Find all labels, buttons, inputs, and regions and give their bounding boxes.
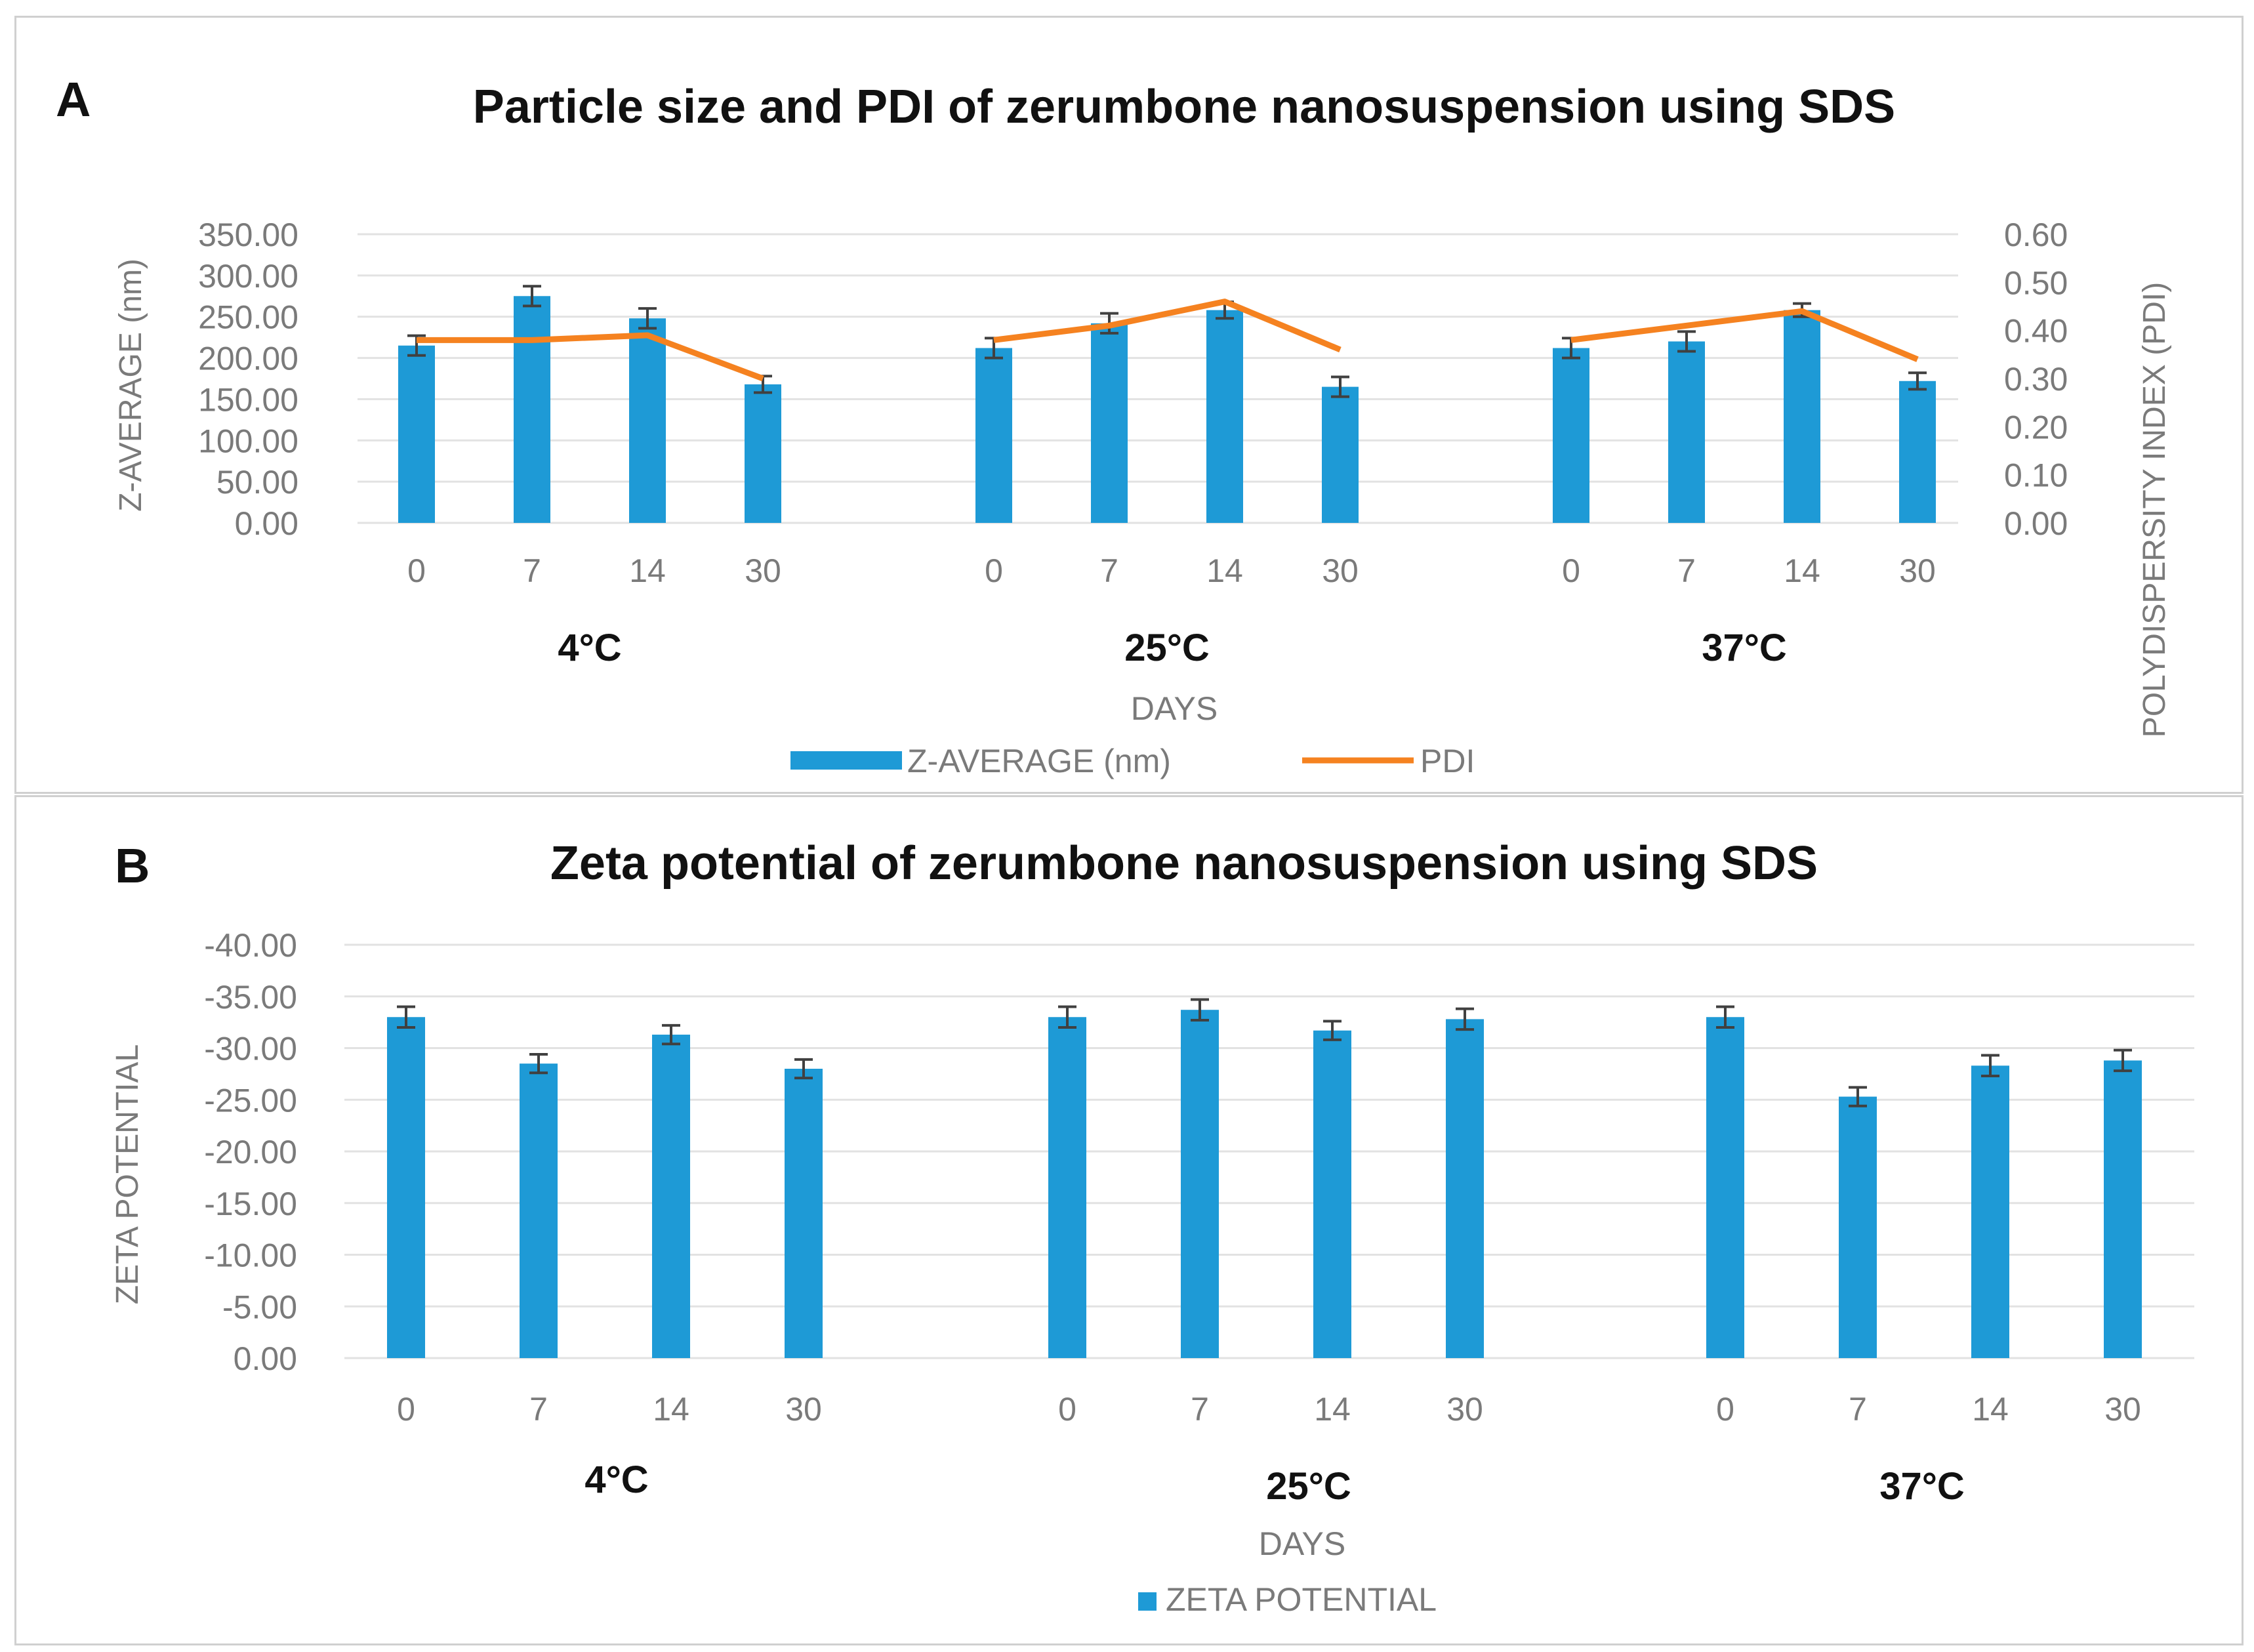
x-axis-title: DAYS [1131,690,1218,727]
x-tick-label: 0 [1716,1391,1734,1428]
y-tick-label: 0.00 [234,1340,297,1377]
z-average-bar [975,348,1012,523]
zeta-potential-bar [1706,1017,1744,1358]
x-tick-label: 30 [1899,552,1936,589]
y-tick-label: -35.00 [204,979,297,1016]
y2-tick-label: 0.40 [2004,313,2068,350]
x-tick-label: 0 [407,552,426,589]
z-average-bar [1784,310,1820,523]
x-tick-label: 14 [1314,1391,1351,1428]
y2-axis-title: POLYDISPERSITY INDEX (PDI) [2137,282,2172,737]
z-average-bar [1668,341,1705,523]
x-tick-label: 7 [1100,552,1118,589]
z-average-bar [514,296,550,523]
legend-swatch-zeta-potential [1138,1592,1157,1611]
y-tick-label: 200.00 [198,341,298,377]
pdi-line [1570,308,1919,362]
y-tick-label: 100.00 [198,423,298,459]
temperature-group-label: 37°C [1702,627,1787,669]
z-average-bar [1091,323,1128,523]
z-average-bar [1206,310,1243,523]
chart-panel-b: B Zeta potential of zerumbone nanosuspens… [14,795,2244,1645]
zeta-potential-bar [652,1035,690,1358]
y2-tick-label: 0.60 [2004,217,2068,253]
zeta-potential-bar [1971,1065,2009,1358]
y-tick-label: 300.00 [198,258,298,295]
x-tick-label: 7 [1849,1391,1867,1428]
zeta-potential-chart: B Zeta potential of zerumbone nanosuspens… [110,837,2194,1618]
zeta-potential-bar [1048,1017,1086,1358]
x-tick-label: 0 [1058,1391,1076,1428]
x-tick-label: 7 [529,1391,548,1428]
y2-tick-label: 0.00 [2004,505,2068,542]
zeta-potential-bar [1313,1030,1351,1358]
y-axis-title: ZETA POTENTIAL [110,1044,145,1305]
y2-tick-label: 0.50 [2004,264,2068,301]
temperature-group-label: 25°C [1266,1465,1351,1508]
y-tick-label: 50.00 [216,464,298,501]
x-tick-label: 30 [1322,552,1359,589]
x-tick-label: 30 [2104,1391,2141,1428]
y-tick-label: -10.00 [204,1237,297,1274]
temperature-group-label: 37°C [1879,1465,1965,1508]
panel-label: A [56,72,91,127]
z-average-bar [1322,386,1359,523]
pdi-line [993,299,1342,353]
legend-label: ZETA POTENTIAL [1166,1581,1437,1618]
z-average-bar [629,318,666,523]
chart-title: Zeta potential of zerumbone nanosuspensi… [550,837,1818,890]
z-average-bar [1553,348,1589,523]
y-tick-label: -5.00 [222,1289,297,1325]
particle-size-pdi-chart: A Particle size and PDI of zerumbone nano… [56,72,2172,779]
x-tick-label: 14 [1784,552,1820,589]
panel-label: B [115,838,150,893]
y2-tick-label: 0.10 [2004,457,2068,494]
y2-tick-label: 0.20 [2004,409,2068,445]
legend-swatch-z-average [790,751,902,770]
y-tick-label: -40.00 [204,927,297,964]
chart-title: Particle size and PDI of zerumbone nanos… [473,81,1895,133]
x-tick-label: 14 [653,1391,689,1428]
temperature-group-label: 25°C [1124,627,1210,669]
temperature-group-label: 4°C [584,1458,648,1501]
x-tick-label: 30 [1446,1391,1483,1428]
z-average-bar [745,384,781,523]
x-tick-label: 7 [523,552,541,589]
zeta-potential-bar [1181,1010,1219,1358]
x-tick-label: 0 [1562,552,1580,589]
y-axis-title: Z-AVERAGE (nm) [113,258,148,512]
y-tick-label: 350.00 [198,217,298,253]
zeta-potential-bar [1839,1096,1877,1358]
x-tick-label: 14 [1972,1391,2009,1428]
x-tick-label: 30 [785,1391,822,1428]
y-tick-label: 0.00 [235,505,298,542]
y-tick-label: -25.00 [204,1082,297,1119]
z-average-bar [1899,381,1936,523]
zeta-potential-bar [520,1063,558,1358]
y-tick-label: 150.00 [198,381,298,418]
z-average-bar [398,345,435,523]
x-tick-label: 7 [1191,1391,1209,1428]
y-tick-label: -20.00 [204,1134,297,1170]
zeta-potential-bar [1446,1019,1484,1358]
temperature-group-label: 4°C [558,627,621,669]
zeta-potential-bar [387,1017,425,1358]
y-tick-label: -30.00 [204,1031,297,1067]
x-tick-label: 0 [397,1391,415,1428]
y2-tick-label: 0.30 [2004,361,2068,398]
x-tick-label: 14 [629,552,666,589]
zeta-potential-bar [785,1069,823,1358]
x-tick-label: 14 [1206,552,1243,589]
zeta-potential-bar [2104,1060,2142,1358]
x-tick-label: 30 [745,552,781,589]
chart-panel-a: A Particle size and PDI of zerumbone nano… [14,16,2244,794]
legend-label: Z-AVERAGE (nm) [907,743,1171,779]
x-tick-label: 7 [1677,552,1696,589]
x-tick-label: 0 [985,552,1003,589]
y-tick-label: 250.00 [198,299,298,336]
legend-label: PDI [1420,743,1475,779]
y-tick-label: -15.00 [204,1186,297,1222]
pdi-line [417,332,764,382]
x-axis-title: DAYS [1259,1525,1345,1562]
